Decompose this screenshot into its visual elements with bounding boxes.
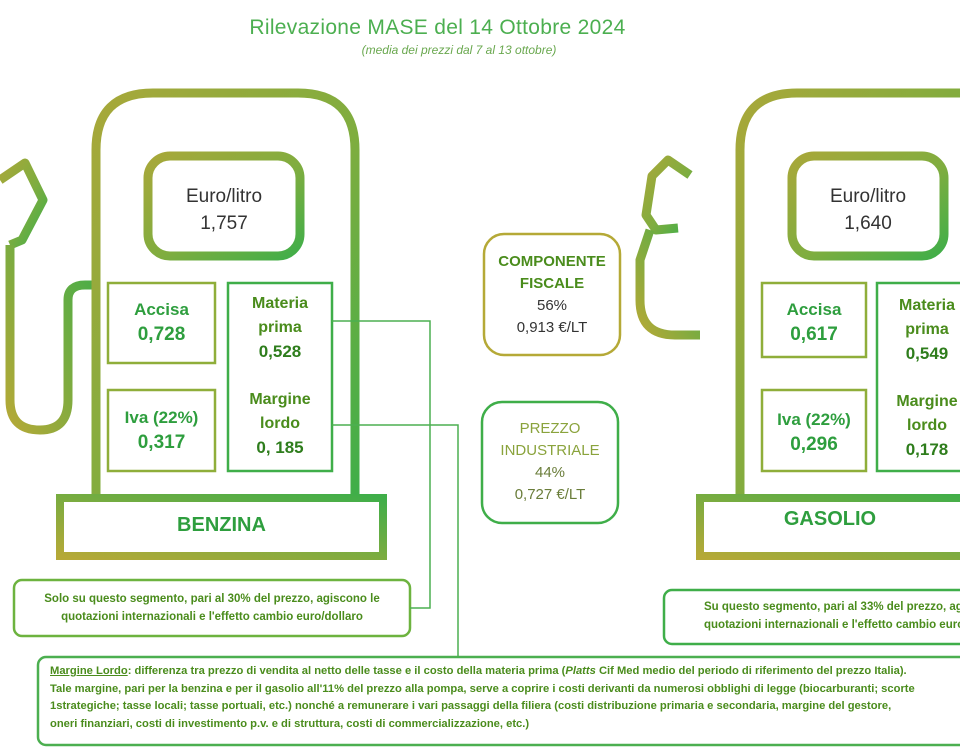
benzina-accisa-label: Accisa <box>134 300 189 319</box>
gasolio-iva-label: Iva (22%) <box>777 410 851 429</box>
benzina-materia-value: 0,528 <box>258 342 302 361</box>
benzina-materia-box: Materia prima 0,528 <box>228 292 332 364</box>
benzina-margine-value: 0, 185 <box>256 438 304 457</box>
gasolio-note-frame <box>662 588 960 646</box>
benzina-iva-box: Iva (22%) 0,317 <box>108 408 215 454</box>
industrial-percent: 44% <box>534 464 566 481</box>
margin-note-line-2: Tale margine, pari per la benzina e per … <box>50 682 915 695</box>
gasolio-unit-label: Euro/litro <box>829 186 907 207</box>
gasolio-materia-value: 0,549 <box>905 344 949 363</box>
fiscal-title-1: COMPONENTE <box>498 253 606 270</box>
margin-note-frame <box>36 655 960 747</box>
gasolio-note-line-2: quotazioni internazionali e l'effetto ca… <box>704 619 960 631</box>
gasolio-note: Su questo segmento, pari al 33% del prez… <box>664 598 960 634</box>
gasolio-materia-label-2: prima <box>905 321 949 338</box>
page-title: Rilevazione MASE del 14 Ottobre 2024 <box>249 16 626 39</box>
industrial-price-box: PREZZO INDUSTRIALE 44% 0,727 €/LT <box>482 418 618 506</box>
margin-note-term: Margine Lordo <box>50 665 128 677</box>
benzina-screen: Euro/litro 1,757 <box>148 183 300 237</box>
benzina-note: Solo su questo segmento, pari al 30% del… <box>14 590 410 626</box>
benzina-margine-label-2: lordo <box>260 415 300 432</box>
fiscal-component-frame <box>482 232 622 357</box>
gasolio-margine-value: 0,178 <box>905 440 949 459</box>
industrial-title-1: PREZZO <box>519 420 581 437</box>
benzina-accisa-box: Accisa 0,728 <box>108 300 215 346</box>
benzina-label: BENZINA <box>177 514 266 536</box>
benzina-iva-label: Iva (22%) <box>124 408 199 427</box>
benzina-price: 1,757 <box>200 213 248 234</box>
gasolio-iva-value: 0,296 <box>790 434 838 455</box>
industrial-price-frame <box>480 400 620 525</box>
gasolio-accisa-box: Accisa 0,617 <box>762 300 866 346</box>
benzina-accisa-value: 0,728 <box>137 324 186 345</box>
benzina-unit-label: Euro/litro <box>185 186 263 207</box>
fiscal-amount: 0,913 €/LT <box>516 319 588 336</box>
gasolio-screen: Euro/litro 1,640 <box>792 183 944 237</box>
margin-note-line-4: oneri finanziari, costi di investimento … <box>50 717 530 730</box>
margin-note: Margine Lordo: differenza tra prezzo di … <box>50 663 960 733</box>
margin-note-line-1-a: : differenza tra prezzo di vendita al ne… <box>127 665 566 677</box>
fiscal-title-2: FISCALE <box>519 275 585 292</box>
industrial-amount: 0,727 €/LT <box>514 486 586 503</box>
margin-note-line-1-b: Cif Med medio del periodo di riferimento… <box>595 665 907 677</box>
margin-note-platts: Platts <box>565 665 596 677</box>
gasolio-materia-box: Materia prima 0,549 <box>877 294 960 366</box>
margin-note-line-3: 1strategiche; tasse locali; tasse portua… <box>50 700 892 712</box>
gasolio-price: 1,640 <box>844 213 892 234</box>
industrial-title-2: INDUSTRIALE <box>500 442 600 459</box>
margine-connector-line <box>332 424 459 657</box>
gasolio-label: GASOLIO <box>700 508 960 531</box>
benzina-iva-value: 0,317 <box>137 432 186 453</box>
benzina-materia-label-1: Materia <box>251 295 309 312</box>
gasolio-margine-label-2: lordo <box>907 417 947 434</box>
gasolio-pump-icon <box>635 88 960 560</box>
gasolio-margine-label-1: Margine <box>896 393 958 410</box>
gasolio-materia-label-1: Materia <box>898 297 956 314</box>
gasolio-iva-box: Iva (22%) 0,296 <box>762 410 866 456</box>
gasolio-accisa-value: 0,617 <box>790 324 838 345</box>
fiscal-component-box: COMPONENTE FISCALE 56% 0,913 €/LT <box>484 251 620 339</box>
benzina-materia-label-2: prima <box>258 319 302 336</box>
benzina-note-line-1: Solo su questo segmento, pari al 30% del… <box>44 593 380 605</box>
materia-connector-line <box>332 320 431 609</box>
gasolio-margine-box: Margine lordo 0,178 <box>877 390 960 462</box>
gasolio-accisa-label: Accisa <box>786 300 842 319</box>
benzina-margine-box: Margine lordo 0, 185 <box>228 388 332 460</box>
benzina-pump-icon <box>0 88 387 560</box>
fiscal-percent: 56% <box>536 297 568 314</box>
gasolio-label-text: GASOLIO <box>783 508 877 530</box>
page-subtitle: (media dei prezzi dal 7 al 13 ottobre) <box>361 43 557 57</box>
benzina-margine-label-1: Margine <box>249 391 311 408</box>
margin-note-line-1: Margine Lordo: differenza tra prezzo di … <box>50 663 960 681</box>
gasolio-note-line-1: Su questo segmento, pari al 33% del prez… <box>704 601 960 613</box>
benzina-note-line-2: quotazioni internazionali e l'effetto ca… <box>61 611 363 623</box>
